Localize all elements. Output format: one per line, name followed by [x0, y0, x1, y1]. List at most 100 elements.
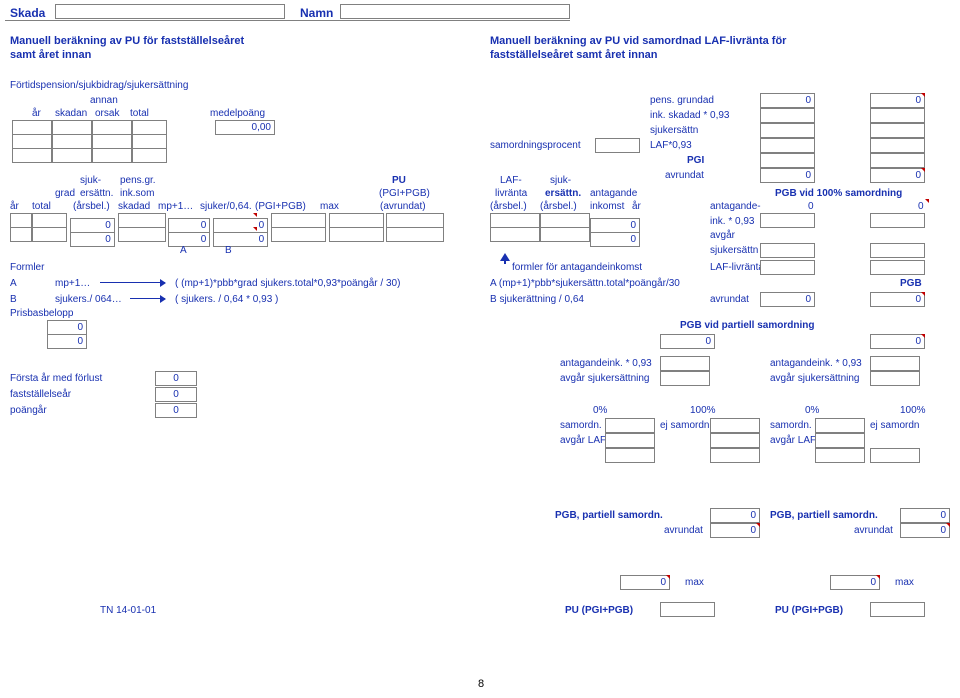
- h2-PU: PU: [392, 175, 406, 186]
- r-ejsamordn-2: ej samordn: [870, 420, 919, 431]
- cell-samordproc[interactable]: [595, 138, 640, 153]
- formB-mid: sjukers./ 064…: [55, 294, 122, 305]
- label-orsak: orsak: [95, 108, 119, 119]
- cell-forsta[interactable]: 0: [155, 371, 197, 386]
- r-avgarsjuker-1: avgår sjukersättning: [560, 373, 650, 384]
- cell-sjuker-1[interactable]: [760, 123, 815, 138]
- r-ejsamordn-1: ej samordn: [660, 420, 709, 431]
- formA-lhs: A: [10, 278, 17, 289]
- cell-pensgr-1[interactable]: 0: [760, 93, 815, 108]
- h3-ar: år: [10, 201, 19, 212]
- r-pensgrundad: pens. grundad: [650, 95, 714, 106]
- h3-PGIPGB: (PGI+PGB): [255, 201, 306, 212]
- r-avrundat: avrundat: [665, 170, 704, 181]
- r-sjukersattn: sjukersättn: [650, 125, 698, 136]
- h2-sjuk: sjuk-: [80, 175, 101, 186]
- label-tn: TN 14-01-01: [100, 605, 156, 616]
- cell-prisbas-2[interactable]: 0: [47, 334, 87, 349]
- cell-inksk-2[interactable]: [870, 108, 925, 123]
- r-pupgipgb-1: PU (PGI+PGB): [565, 605, 633, 616]
- r-samordningsprocent: samordningsprocent: [490, 140, 581, 151]
- label-namn: Namn: [300, 6, 333, 20]
- r-pgbpart-2: PGB, partiell samordn.: [770, 510, 878, 521]
- r-arsbel-1: (årsbel.): [490, 201, 527, 212]
- r-avgar: avgår: [710, 230, 735, 241]
- cell-sjuker-2[interactable]: [870, 123, 925, 138]
- h3-sjuker064: sjuker/0,64.: [200, 201, 252, 212]
- h2-ersattn: ersättn.: [80, 188, 113, 199]
- r-samordn-2: samordn.: [770, 420, 812, 431]
- r-antval-1: 0: [808, 201, 814, 212]
- formA-rhs: ( (mp+1)*pbb*grad sjukers.total*0,93*poä…: [175, 278, 400, 289]
- r-avrundat2: avrundat: [710, 294, 749, 305]
- r-100pct-2: 100%: [900, 405, 926, 416]
- cell-pgi-2[interactable]: [870, 153, 925, 168]
- label-skadan: skadan: [55, 108, 87, 119]
- r-samordn-1: samordn.: [560, 420, 602, 431]
- cell-prisbas-1[interactable]: 0: [47, 320, 87, 335]
- table1-row-3[interactable]: [12, 148, 167, 166]
- label-total: total: [130, 108, 149, 119]
- r-0pct-1: 0%: [593, 405, 607, 416]
- cell-poangar[interactable]: 0: [155, 403, 197, 418]
- label-skada: Skada: [10, 6, 45, 20]
- r-laf: LAF-: [500, 175, 522, 186]
- r-antagande: antagande: [590, 188, 637, 199]
- label-faststall: fastställelseår: [10, 389, 71, 400]
- r-pgi: PGI: [687, 155, 704, 166]
- title-left-2: samt året innan: [10, 49, 91, 61]
- cell-laf-1[interactable]: [760, 138, 815, 153]
- label-fortid: Förtidspension/sjukbidrag/sjukersättning: [10, 80, 188, 91]
- h3-arsbel: (årsbel.): [73, 201, 110, 212]
- label-ar: år: [32, 108, 41, 119]
- r-pupgipgb-2: PU (PGI+PGB): [775, 605, 843, 616]
- r-pgb100: PGB vid 100% samordning: [775, 188, 902, 199]
- r-formler: formler för antagandeinkomst: [512, 262, 642, 273]
- r-livranta: livränta: [495, 188, 527, 199]
- r-avgarLAF-2: avgår LAF: [770, 435, 816, 446]
- label-annan: annan: [90, 95, 118, 106]
- page-number: 8: [478, 678, 484, 690]
- label-forsta: Första år med förlust: [10, 373, 102, 384]
- label-B: B: [225, 245, 232, 256]
- cell-inksk-1[interactable]: [760, 108, 815, 123]
- r-antagande-: antagande-: [710, 201, 761, 212]
- r-laf093: LAF*0,93: [650, 140, 692, 151]
- r-ar: år: [632, 201, 641, 212]
- r-pgbpartiell: PGB vid partiell samordning: [680, 320, 814, 331]
- cell-avr-2: 0: [870, 168, 925, 183]
- h2-PGIPGB: (PGI+PGB): [379, 188, 430, 199]
- formB-lhs: B: [10, 294, 17, 305]
- h3-avrundat: (avrundat): [380, 201, 426, 212]
- r-formB: B sjukerättning / 0,64: [490, 294, 584, 305]
- label-formler: Formler: [10, 262, 44, 273]
- table2-row-2[interactable]: 0 0 0: [10, 227, 444, 247]
- label-prisbas: Prisbasbelopp: [10, 308, 73, 319]
- label-medelpoang: medelpoäng: [210, 108, 265, 119]
- cell-pensgr-2[interactable]: 0: [870, 93, 925, 108]
- h3-total: total: [32, 201, 51, 212]
- r-avrundat3-lbl-1: avrundat: [664, 525, 703, 536]
- r-100pct-1: 100%: [690, 405, 716, 416]
- r-arsbel-2: (årsbel.): [540, 201, 577, 212]
- cell-laf-2[interactable]: [870, 138, 925, 153]
- r-inkomst: inkomst: [590, 201, 624, 212]
- cell-faststall[interactable]: 0: [155, 387, 197, 402]
- title-left-1: Manuell beräkning av PU för fastställels…: [10, 35, 244, 47]
- cell-pgi-1[interactable]: [760, 153, 815, 168]
- r-pgbpart-1: PGB, partiell samordn.: [555, 510, 663, 521]
- r-antageink-2: antagandeink. * 0,93: [770, 358, 862, 369]
- r-avrundat3-lbl-2: avrundat: [854, 525, 893, 536]
- r-ersattn: ersättn.: [545, 188, 581, 199]
- r-formA: A (mp+1)*pbb*sjukersättn.total*poängår/3…: [490, 278, 680, 289]
- h3-skadad: skadad: [118, 201, 150, 212]
- r-max-1: max: [685, 577, 704, 588]
- r-antageink-1: antagandeink. * 0,93: [560, 358, 652, 369]
- r-avgarLAF-1: avgår LAF: [560, 435, 606, 446]
- r-row2[interactable]: 0: [490, 227, 640, 247]
- title-right-2: fastställelseåret samt året innan: [490, 49, 658, 61]
- r-sjukersattn2: sjukersättn: [710, 245, 758, 256]
- formA-mid: mp+1…: [55, 278, 90, 289]
- cell-medelpoang: 0,00: [215, 120, 275, 135]
- r-laflivranta: LAF-livränta: [710, 262, 764, 273]
